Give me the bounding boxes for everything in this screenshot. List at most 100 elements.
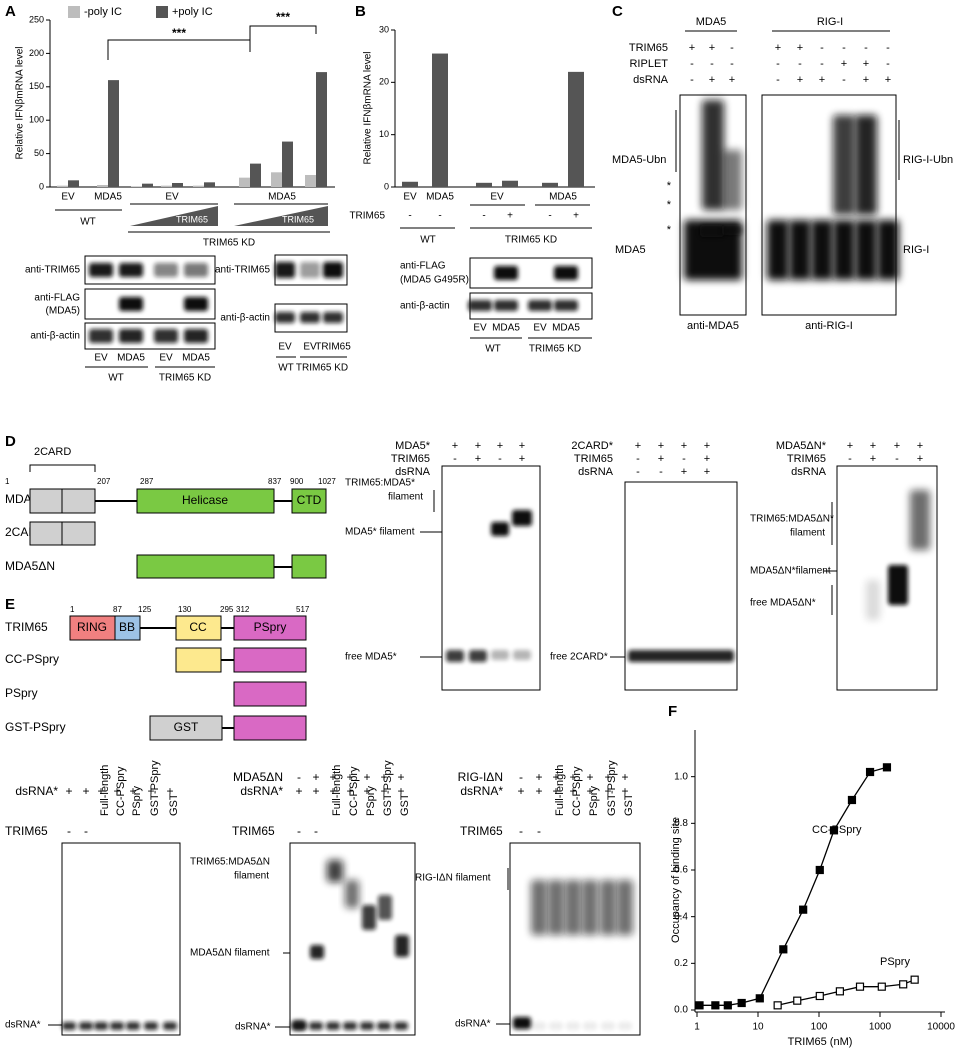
gel-band: [469, 650, 487, 662]
gel-band: [583, 1022, 597, 1030]
panel-letter: E: [5, 596, 15, 613]
sign: +: [841, 58, 847, 70]
label: CC: [189, 620, 207, 634]
label: CTD: [297, 493, 322, 507]
data-point: [695, 1001, 704, 1010]
gel-band: [528, 300, 552, 311]
sign: +: [917, 440, 923, 452]
sign: -: [482, 211, 485, 222]
lane-label: GST: [168, 793, 180, 816]
bar: [542, 182, 558, 187]
sign: +: [604, 770, 611, 784]
sign: +: [82, 784, 89, 798]
sign: +: [847, 440, 853, 452]
residue-number: 312: [236, 605, 250, 614]
y-tick-label: 0: [384, 181, 389, 191]
gel-band: [554, 300, 578, 311]
sign: +: [797, 42, 803, 54]
domain: [175, 615, 222, 641]
sign: +: [621, 770, 628, 784]
bar: [57, 185, 68, 187]
gel-band: [362, 905, 376, 930]
series-line: [699, 766, 888, 1006]
sign: -: [297, 770, 301, 784]
label: anti-β-actin: [220, 313, 270, 324]
sign: -: [895, 453, 899, 465]
domain: [233, 715, 307, 741]
sign: +: [329, 770, 336, 784]
gel-band: [300, 312, 320, 323]
gel-band: [468, 300, 492, 311]
domain: [69, 615, 116, 641]
residue-number: 1: [70, 605, 75, 614]
gel-band: [789, 220, 811, 280]
sign: +: [363, 784, 370, 798]
sign: +: [329, 784, 336, 798]
sign: +: [819, 74, 825, 86]
sign: -: [408, 211, 411, 222]
sign: +: [870, 440, 876, 452]
gel-band: [601, 1022, 615, 1030]
gel-band: [326, 1022, 340, 1030]
sign: -: [690, 74, 694, 86]
x-tick-label: MDA5: [94, 192, 122, 203]
gel-band: [360, 1022, 374, 1030]
residue-number: 1027: [318, 477, 336, 486]
domain: [136, 554, 275, 579]
gel-band: [144, 1022, 158, 1030]
gel-frame: [289, 842, 416, 1036]
gel-band: [910, 490, 930, 550]
sign: +: [113, 784, 120, 798]
bar: [204, 182, 215, 187]
y-tick-label: 200: [29, 48, 44, 58]
label: free MDA5*: [345, 652, 397, 663]
label: GST: [174, 720, 199, 734]
panel-letter: F: [668, 703, 677, 720]
gel-band: [110, 1022, 124, 1030]
label: filament: [388, 492, 423, 503]
sign: +: [535, 770, 542, 784]
sign: +: [129, 784, 136, 798]
sign: +: [635, 440, 641, 452]
panel-letter: B: [355, 3, 366, 20]
sign: +: [569, 770, 576, 784]
sign: +: [380, 770, 387, 784]
gel-band: [323, 312, 343, 323]
bar: [68, 180, 79, 187]
gel-band: [855, 220, 877, 280]
sign: -: [636, 466, 640, 478]
construct-name: MDA5ΔN: [5, 559, 55, 573]
sign: -: [498, 453, 502, 465]
group-label: WT: [80, 217, 96, 228]
gel-band: [79, 1022, 93, 1030]
sign: +: [452, 440, 458, 452]
lane-label: GST-PSpry: [149, 760, 161, 816]
sign: +: [894, 440, 900, 452]
sign: -: [519, 770, 523, 784]
bar: [97, 184, 108, 187]
sign: +: [517, 784, 524, 798]
lane-label: GST-PSpry: [382, 760, 394, 816]
residue-number: 517: [296, 605, 310, 614]
group-label: WT: [420, 235, 436, 246]
data-point: [910, 975, 919, 984]
row-label: dsRNA*: [460, 784, 503, 798]
data-point: [877, 982, 886, 991]
data-point: [711, 1001, 720, 1010]
gel-band: [700, 225, 724, 237]
data-point: [779, 945, 788, 954]
x-tick-label: MDA5: [549, 192, 577, 203]
label: MDA5-Ubn: [612, 154, 666, 166]
sign: -: [84, 824, 88, 838]
label: TRIM65 KD: [529, 344, 581, 355]
y-axis-label: Occupancy of binding site: [670, 817, 682, 943]
y-tick-label: 1.0: [674, 771, 688, 782]
y-tick-label: 250: [29, 14, 44, 24]
gel-band: [833, 220, 855, 280]
sign: +: [870, 453, 876, 465]
bracket: [249, 25, 317, 44]
gel-band: [549, 1022, 563, 1030]
gel-band: [119, 263, 143, 277]
label: anti-β-actin: [400, 301, 450, 312]
data-point: [835, 987, 844, 996]
